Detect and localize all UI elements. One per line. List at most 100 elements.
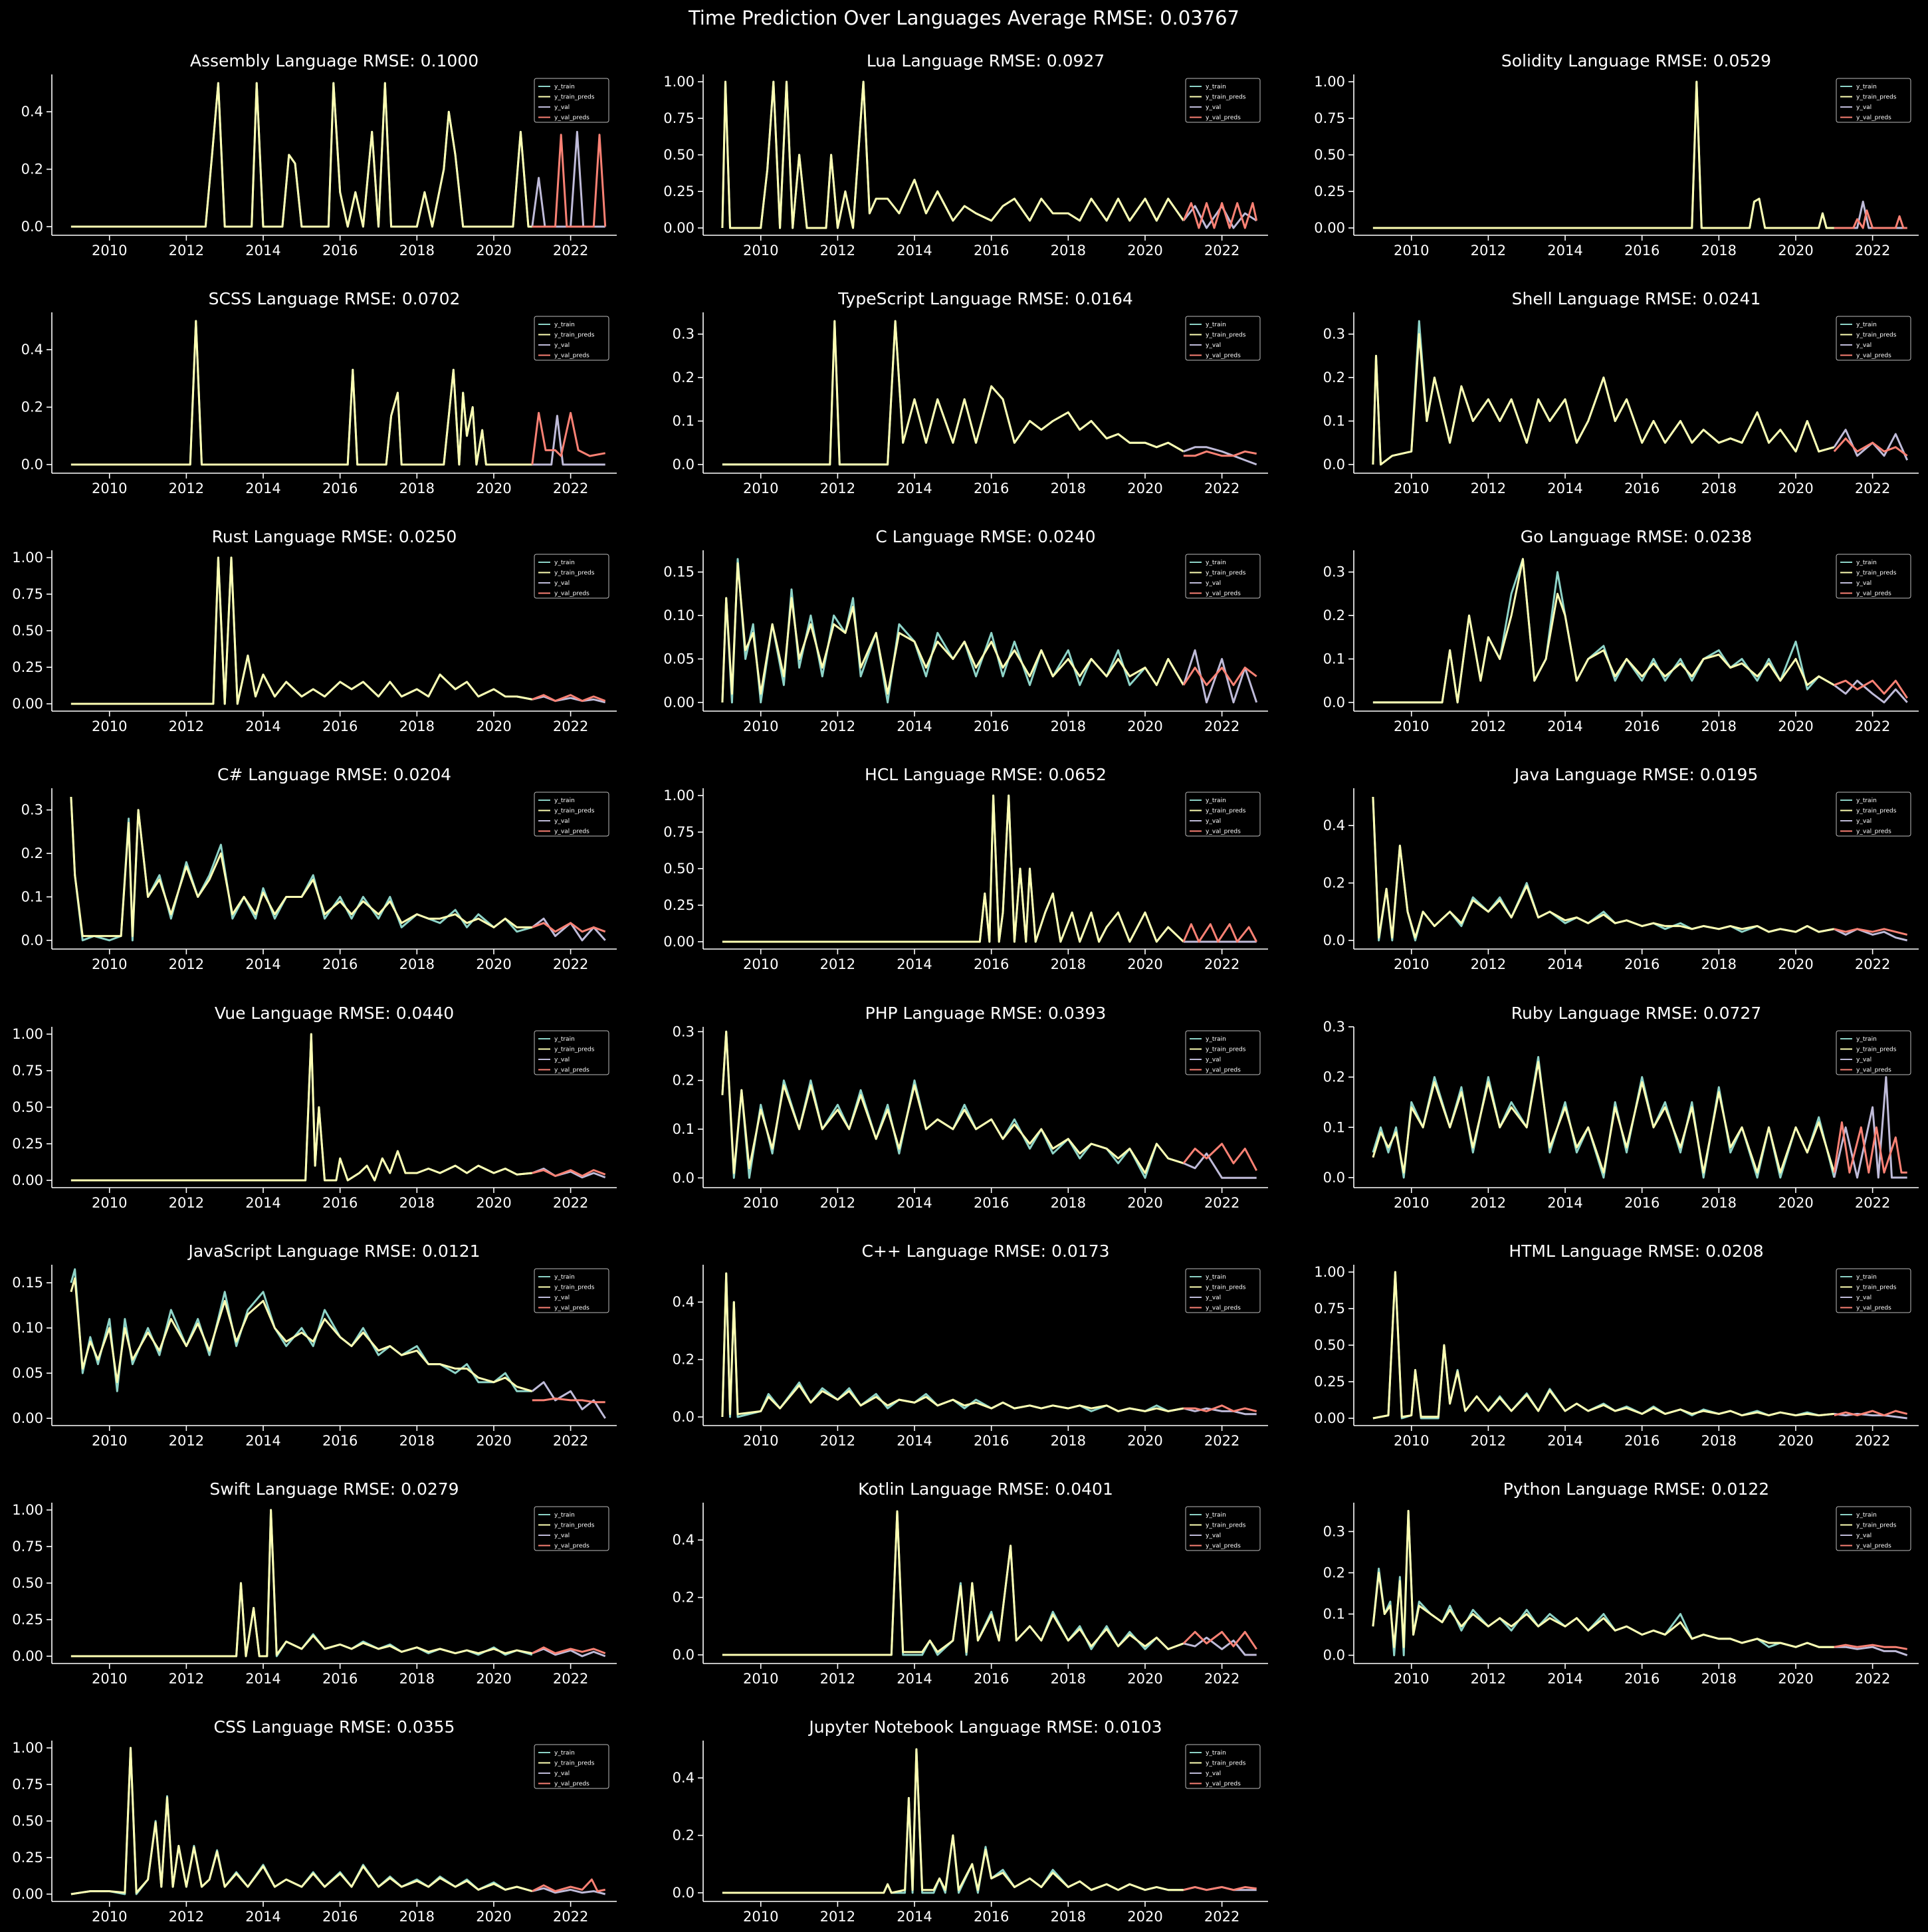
x-tick-label: 2020 <box>1127 1671 1162 1687</box>
y-tick-label: 0.25 <box>12 1136 43 1152</box>
x-tick-label: 2018 <box>399 243 435 259</box>
x-tick-label: 2012 <box>820 1909 855 1925</box>
x-tick-label: 2010 <box>1394 1195 1429 1211</box>
y-tick-label: 0.00 <box>663 695 695 710</box>
legend-label: y_val <box>1856 342 1872 349</box>
series-y-val-preds <box>1833 1121 1907 1174</box>
legend-frame <box>534 1744 609 1789</box>
x-tick-label: 2022 <box>1204 243 1239 259</box>
subplot-title: Python Language RMSE: 0.0122 <box>1503 1479 1769 1499</box>
x-tick-label: 2020 <box>476 718 511 734</box>
x-tick-label: 2018 <box>399 1433 435 1449</box>
x-tick-label: 2022 <box>1204 1909 1239 1925</box>
legend-label: y_train <box>1206 84 1226 90</box>
series-y-val-preds <box>1833 437 1908 457</box>
series-y-train-preds <box>721 1272 1184 1418</box>
x-tick-label: 2022 <box>553 1195 588 1211</box>
series-y-val <box>1833 1076 1907 1179</box>
y-tick-label: 0.50 <box>1314 147 1345 163</box>
series-y-train-preds <box>70 1747 533 1895</box>
legend-label: y_train_preds <box>1206 570 1246 577</box>
y-tick-label: 0.00 <box>12 1886 43 1902</box>
x-tick-label: 2010 <box>1394 481 1429 496</box>
y-tick-label: 0.2 <box>673 1590 695 1606</box>
x-tick-label: 2020 <box>1127 718 1162 734</box>
legend-frame <box>1185 316 1261 361</box>
legend-label: y_val_preds <box>554 591 589 597</box>
legend-label: y_train_preds <box>1206 332 1246 339</box>
y-tick-label: 0.2 <box>1323 1069 1345 1085</box>
x-tick-label: 2010 <box>92 243 127 259</box>
x-tick-label: 2018 <box>1051 1671 1086 1687</box>
series-y-val-preds <box>532 694 606 702</box>
y-tick-label: 0.3 <box>21 802 43 818</box>
y-tick-label: 0.25 <box>663 183 695 199</box>
legend-label: y_val_preds <box>554 829 589 835</box>
legend-label: y_val_preds <box>1206 1067 1241 1074</box>
x-tick-label: 2014 <box>897 1909 932 1925</box>
legend-label: y_val <box>1856 1057 1872 1063</box>
series-y-train-preds <box>722 1510 1184 1656</box>
series-y-train-preds <box>721 80 1185 229</box>
legend-label: y_train_preds <box>1856 94 1897 101</box>
x-tick-label: 2010 <box>743 1433 778 1449</box>
y-tick-label: 0.00 <box>12 1648 43 1664</box>
series-y-val <box>532 695 606 704</box>
legend-label: y_train <box>1206 1274 1226 1281</box>
y-tick-label: 0.10 <box>663 607 695 623</box>
x-tick-label: 2020 <box>1127 481 1162 496</box>
legend-label: y_val <box>1206 1771 1221 1777</box>
legend: y_train y_train_preds y_val y_val_preds <box>1185 1506 1261 1551</box>
legend-label: y_val <box>554 1533 570 1539</box>
x-tick-label: 2020 <box>1778 1195 1813 1211</box>
y-tick-label: 0.75 <box>663 824 695 840</box>
series-y-train <box>70 1509 533 1658</box>
x-tick-label: 2016 <box>1624 718 1660 734</box>
legend-label: y_val_preds <box>1206 591 1241 597</box>
x-tick-label: 2018 <box>1701 243 1737 259</box>
subplot-title: Go Language RMSE: 0.0238 <box>1521 527 1752 546</box>
x-tick-label: 2018 <box>1701 1433 1737 1449</box>
series-y-val-preds <box>1834 209 1907 229</box>
x-tick-label: 2016 <box>974 1195 1009 1211</box>
legend-frame <box>534 1030 609 1075</box>
series-y-train <box>1372 1271 1834 1420</box>
legend-label: y_val_preds <box>554 115 589 122</box>
x-tick-label: 2012 <box>1471 1671 1506 1687</box>
y-tick-label: 0.2 <box>21 161 43 177</box>
series-y-val-preds <box>1183 450 1257 457</box>
series-y-val-preds <box>532 1646 606 1655</box>
y-tick-label: 0.3 <box>1323 326 1345 342</box>
subplot-solidity-language: Solidity Language RMSE: 0.0529 2010 2012 20… <box>1314 51 1919 259</box>
series-y-train-preds <box>1372 80 1834 229</box>
x-tick-label: 2022 <box>553 1671 588 1687</box>
x-tick-label: 2012 <box>1471 481 1506 496</box>
y-tick-label: 0.25 <box>12 1612 43 1628</box>
x-tick-label: 2018 <box>1051 243 1086 259</box>
legend-label: y_train_preds <box>1206 808 1246 815</box>
y-tick-label: 1.00 <box>12 550 43 566</box>
x-tick-label: 2016 <box>974 956 1009 972</box>
x-tick-label: 2014 <box>897 718 932 734</box>
y-tick-label: 1.00 <box>12 1026 43 1042</box>
x-tick-label: 2018 <box>1701 956 1737 972</box>
series-y-train-preds <box>70 797 532 937</box>
legend-label: y_train <box>1856 322 1877 328</box>
y-tick-label: 0.0 <box>673 457 695 473</box>
x-tick-label: 2010 <box>743 956 778 972</box>
series-y-val-preds <box>1834 1410 1908 1417</box>
legend-label: y_train <box>1856 1036 1877 1043</box>
x-tick-label: 2016 <box>322 481 358 496</box>
legend-frame <box>1185 78 1261 123</box>
x-tick-label: 2016 <box>974 1909 1009 1925</box>
x-tick-label: 2014 <box>897 1671 932 1687</box>
x-tick-label: 2020 <box>1778 956 1813 972</box>
x-tick-label: 2014 <box>897 1195 932 1211</box>
y-tick-label: 0.4 <box>21 104 43 120</box>
legend-label: y_train <box>554 84 575 90</box>
subplot-jupyter-notebook-language: Jupyter Notebook Language RMSE: 0.0103 20… <box>673 1717 1268 1925</box>
y-tick-label: 0.0 <box>673 1409 695 1425</box>
legend-label: y_val_preds <box>1856 591 1891 597</box>
subplot-css-language: CSS Language RMSE: 0.0355 2010 2012 2014 201… <box>12 1717 617 1925</box>
y-tick-label: 0.1 <box>673 1121 695 1137</box>
